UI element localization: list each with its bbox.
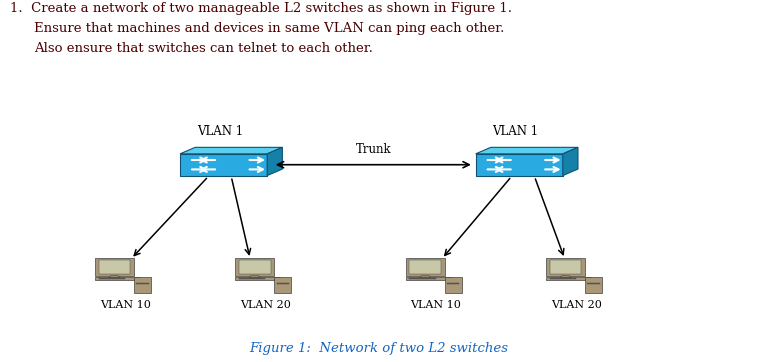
- Text: VLAN 1: VLAN 1: [493, 125, 538, 138]
- Polygon shape: [267, 147, 282, 176]
- Polygon shape: [559, 276, 572, 279]
- Polygon shape: [406, 277, 451, 280]
- Polygon shape: [546, 277, 591, 280]
- Polygon shape: [180, 154, 267, 176]
- Text: VLAN 10: VLAN 10: [410, 300, 462, 311]
- Text: Also ensure that switches can telnet to each other.: Also ensure that switches can telnet to …: [34, 42, 373, 55]
- Polygon shape: [249, 276, 261, 279]
- Polygon shape: [550, 278, 576, 279]
- Polygon shape: [406, 258, 445, 276]
- Polygon shape: [108, 276, 121, 279]
- Polygon shape: [95, 277, 140, 280]
- Polygon shape: [180, 147, 282, 154]
- Polygon shape: [235, 258, 274, 276]
- Polygon shape: [587, 283, 600, 284]
- Polygon shape: [277, 283, 289, 284]
- Polygon shape: [235, 277, 280, 280]
- Polygon shape: [447, 283, 459, 284]
- Polygon shape: [476, 147, 578, 154]
- Text: VLAN 10: VLAN 10: [99, 300, 151, 311]
- Polygon shape: [409, 278, 436, 279]
- Polygon shape: [239, 278, 265, 279]
- Polygon shape: [585, 277, 602, 293]
- Text: 1.  Create a network of two manageable L2 switches as shown in Figure 1.: 1. Create a network of two manageable L2…: [10, 2, 512, 15]
- Text: Trunk: Trunk: [356, 143, 391, 156]
- Polygon shape: [99, 278, 125, 279]
- Polygon shape: [274, 277, 291, 293]
- Polygon shape: [136, 283, 149, 284]
- Polygon shape: [134, 277, 151, 293]
- Polygon shape: [546, 258, 585, 276]
- Polygon shape: [476, 154, 562, 176]
- Text: VLAN 1: VLAN 1: [197, 125, 243, 138]
- Text: Ensure that machines and devices in same VLAN can ping each other.: Ensure that machines and devices in same…: [34, 22, 505, 35]
- Text: VLAN 20: VLAN 20: [240, 300, 291, 311]
- Polygon shape: [419, 276, 431, 279]
- Text: Figure 1:  Network of two L2 switches: Figure 1: Network of two L2 switches: [249, 342, 509, 355]
- Polygon shape: [445, 277, 462, 293]
- Polygon shape: [562, 147, 578, 176]
- Polygon shape: [99, 260, 130, 274]
- Polygon shape: [409, 260, 441, 274]
- Text: VLAN 20: VLAN 20: [550, 300, 602, 311]
- Polygon shape: [239, 260, 271, 274]
- Polygon shape: [550, 260, 581, 274]
- Polygon shape: [95, 258, 134, 276]
